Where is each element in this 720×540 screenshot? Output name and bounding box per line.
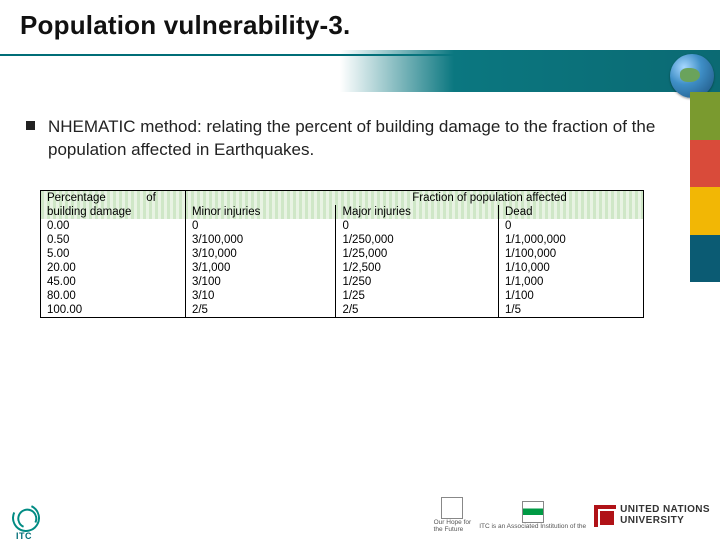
cell-dead: 1/100 (499, 289, 644, 303)
cell-minor: 0 (185, 219, 336, 233)
col1-header-line2: building damage (41, 205, 185, 219)
un-caption-l2: the Future (434, 526, 464, 533)
unu-logo: UNITED NATIONS UNIVERSITY (594, 505, 710, 527)
table-row: 45.003/1001/2501/1,000 (41, 275, 643, 289)
side-bar-3 (690, 187, 720, 235)
col1-header-spacer: of (146, 192, 156, 204)
table-header-row-2: building damage Minor injuries Major inj… (41, 205, 643, 219)
table-row: 20.003/1,0001/2,5001/10,000 (41, 261, 643, 275)
cell-dead: 1/1,000,000 (499, 233, 644, 247)
col1-header-text-1: Percentage (47, 192, 106, 204)
col2-header: Minor injuries (185, 205, 336, 219)
unu-mark-icon (594, 505, 616, 527)
itc-square-icon (522, 501, 544, 523)
col4-header: Dead (499, 205, 644, 219)
col1-header-line1: Percentage of (41, 191, 185, 205)
cell-major: 1/250,000 (336, 233, 499, 247)
un-block: Our Hope for the Future (434, 497, 472, 534)
side-bar-1 (690, 92, 720, 140)
title-gradient-bar (340, 50, 720, 92)
itc-label: ITC (16, 531, 32, 540)
bullet-icon (26, 121, 35, 130)
cell-minor: 3/10,000 (185, 247, 336, 261)
footer-left (12, 504, 40, 532)
unu-line2: UNIVERSITY (620, 516, 710, 527)
side-bar-4 (690, 235, 720, 283)
title-area: Population vulnerability-3. (20, 10, 680, 41)
cell-major: 1/250 (336, 275, 499, 289)
side-color-bars (690, 92, 720, 282)
table-row: 0.00000 (41, 219, 643, 233)
cell-pct: 100.00 (41, 303, 185, 317)
unu-text: UNITED NATIONS UNIVERSITY (620, 505, 710, 526)
cell-pct: 20.00 (41, 261, 185, 275)
cell-pct: 0.00 (41, 219, 185, 233)
cell-minor: 3/1,000 (185, 261, 336, 275)
slide: Population vulnerability-3. NHEMATIC met… (0, 0, 720, 540)
table-row: 100.002/52/51/5 (41, 303, 643, 317)
group-header: Fraction of population affected (336, 191, 643, 205)
itc-logo-icon (12, 504, 40, 532)
cell-minor: 3/100,000 (185, 233, 336, 247)
cell-dead: 1/1,000 (499, 275, 644, 289)
table-row: 5.003/10,0001/25,0001/100,000 (41, 247, 643, 261)
cell-major: 1/25,000 (336, 247, 499, 261)
itc-assoc-text: ITC is an Associated Institution of the (479, 524, 586, 531)
cell-major: 1/2,500 (336, 261, 499, 275)
cell-major: 2/5 (336, 303, 499, 317)
cell-dead: 1/10,000 (499, 261, 644, 275)
cell-dead: 1/5 (499, 303, 644, 317)
table-row: 80.003/101/251/100 (41, 289, 643, 303)
cell-pct: 5.00 (41, 247, 185, 261)
footer-right: Our Hope for the Future ITC is an Associ… (434, 497, 710, 534)
itc-assoc-block: ITC is an Associated Institution of the (479, 501, 586, 531)
table-header-row-1: Percentage of Fraction of population aff… (41, 191, 643, 205)
side-bar-2 (690, 140, 720, 188)
cell-dead: 0 (499, 219, 644, 233)
spacer-cell (185, 191, 336, 205)
cell-minor: 3/100 (185, 275, 336, 289)
data-table: Percentage of Fraction of population aff… (40, 190, 644, 318)
cell-major: 0 (336, 219, 499, 233)
cell-major: 1/25 (336, 289, 499, 303)
page-title: Population vulnerability-3. (20, 10, 680, 41)
bullet-text: NHEMATIC method: relating the percent of… (48, 116, 658, 162)
cell-pct: 80.00 (41, 289, 185, 303)
table-row: 0.503/100,0001/250,0001/1,000,000 (41, 233, 643, 247)
cell-pct: 45.00 (41, 275, 185, 289)
cell-minor: 3/10 (185, 289, 336, 303)
cell-pct: 0.50 (41, 233, 185, 247)
col3-header: Major injuries (336, 205, 499, 219)
cell-minor: 2/5 (185, 303, 336, 317)
un-logo-icon (441, 497, 463, 519)
un-caption: Our Hope for the Future (434, 520, 472, 534)
cell-dead: 1/100,000 (499, 247, 644, 261)
table: Percentage of Fraction of population aff… (41, 191, 643, 317)
table-body: 0.000000.503/100,0001/250,0001/1,000,000… (41, 219, 643, 317)
